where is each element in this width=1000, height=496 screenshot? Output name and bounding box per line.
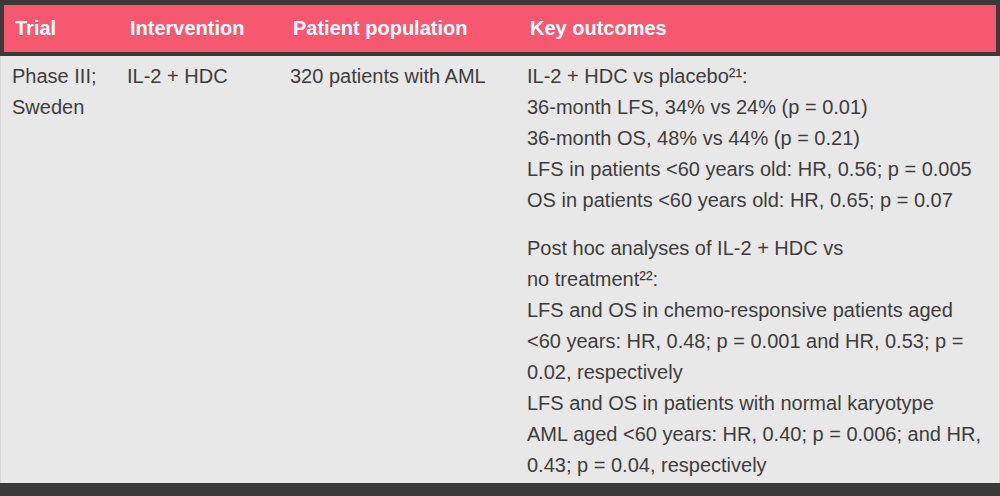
key-outcomes-paragraph: Post hoc analyses of IL-2 + HDC vsno tre… (527, 233, 993, 481)
key-outcome-line: OS in patients <60 years old: HR, 0.65; … (527, 185, 993, 216)
cell-intervention: IL-2 + HDC (127, 61, 290, 483)
column-header-intervention: Intervention (130, 17, 293, 40)
cell-trial: Phase III; Sweden (12, 61, 127, 483)
column-header-trial: Trial (15, 17, 130, 40)
key-outcome-line: 0.43; p = 0.04, respectively (527, 450, 993, 481)
table-row: Phase III; Sweden IL-2 + HDC 320 patient… (0, 56, 1000, 483)
cell-patient-population: 320 patients with AML (290, 61, 527, 483)
key-outcome-line: 36-month LFS, 34% vs 24% (p = 0.01) (527, 92, 993, 123)
key-outcome-line: <60 years: HR, 0.48; p = 0.001 and HR, 0… (527, 326, 993, 357)
key-outcome-line: LFS and OS in chemo-responsive patients … (527, 295, 993, 326)
key-outcome-line: no treatment²²: (527, 264, 993, 295)
key-outcomes-paragraph: IL-2 + HDC vs placebo²¹:36-month LFS, 34… (527, 61, 993, 216)
key-outcome-line: LFS in patients <60 years old: HR, 0.56;… (527, 154, 993, 185)
key-outcome-line: AML aged <60 years: HR, 0.40; p = 0.006;… (527, 419, 993, 450)
key-outcome-line: IL-2 + HDC vs placebo²¹: (527, 61, 993, 92)
key-outcome-line: 36-month OS, 48% vs 44% (p = 0.21) (527, 123, 993, 154)
cell-key-outcomes: IL-2 + HDC vs placebo²¹:36-month LFS, 34… (527, 61, 999, 483)
column-header-key-outcomes: Key outcomes (530, 17, 996, 40)
key-outcome-line: 0.02, respectively (527, 357, 993, 388)
key-outcome-line: LFS and OS in patients with normal karyo… (527, 388, 993, 419)
column-header-patient-population: Patient population (293, 17, 530, 40)
bottom-border-bar (0, 483, 1000, 496)
table-header-row: Trial Intervention Patient population Ke… (0, 5, 1000, 52)
clinical-trial-table: Trial Intervention Patient population Ke… (0, 0, 1000, 496)
key-outcome-line: Post hoc analyses of IL-2 + HDC vs (527, 233, 993, 264)
